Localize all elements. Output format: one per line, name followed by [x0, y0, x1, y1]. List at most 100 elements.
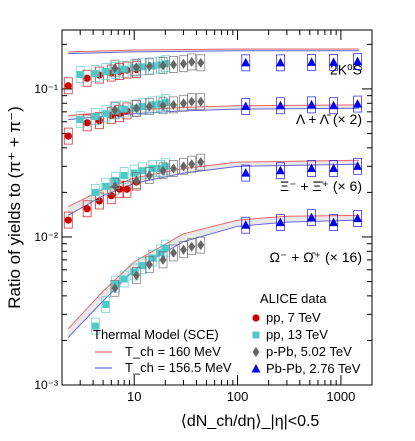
- data-point: [120, 105, 128, 113]
- data-point: [353, 213, 363, 223]
- data-point: [120, 275, 128, 283]
- y-tick-label: 10⁻¹: [34, 82, 58, 96]
- data-point: [138, 262, 146, 270]
- data-point: [157, 100, 165, 108]
- data-point: [353, 56, 363, 66]
- data-point: [148, 165, 156, 173]
- data-point: [197, 157, 205, 168]
- data-point: [111, 181, 119, 192]
- data-point-syst-box: [196, 93, 206, 111]
- data-point: [161, 244, 169, 252]
- data-point: [64, 216, 72, 224]
- data-point: [188, 241, 196, 252]
- data-point-syst-box: [75, 66, 85, 83]
- data-point: [138, 167, 146, 175]
- data-point-syst-box: [144, 256, 154, 274]
- data-point: [111, 105, 119, 116]
- legend-marker: [252, 314, 260, 322]
- model-line-160: [68, 48, 360, 53]
- data-point-syst-box: [169, 96, 178, 114]
- data-point: [197, 96, 205, 107]
- legend-data-entry: pp, 13 TeV: [266, 327, 328, 342]
- data-point-syst-box: [158, 97, 168, 115]
- x-axis-label: ⟨dN_ch/dη⟩_|η|<0.5: [181, 413, 320, 430]
- data-point: [102, 110, 110, 118]
- y-axis-label: Ratio of yields to (π⁺ + π⁻): [5, 106, 24, 309]
- data-point-syst-box: [138, 257, 147, 275]
- data-point: [353, 99, 363, 108]
- data-point-syst-box: [158, 251, 168, 269]
- data-point-syst-box: [110, 279, 120, 297]
- data-point-syst-box: [63, 211, 73, 229]
- data-point: [91, 188, 99, 196]
- data-point: [102, 182, 110, 190]
- data-point-syst-box: [187, 93, 197, 111]
- data-point-syst-box: [353, 95, 362, 113]
- legend-data-entry: pp, 7 TeV: [266, 310, 321, 325]
- data-point: [145, 101, 153, 112]
- data-point: [159, 60, 167, 71]
- data-point-syst-box: [82, 200, 92, 218]
- data-point-syst-box: [329, 214, 339, 232]
- data-point-syst-box: [276, 54, 285, 72]
- data-point-syst-box: [63, 127, 73, 145]
- data-point: [112, 177, 120, 185]
- data-point-syst-box: [110, 101, 120, 119]
- data-point-syst-box: [241, 54, 251, 72]
- legend-marker: [251, 364, 261, 373]
- data-point: [145, 170, 153, 181]
- data-point-syst-box: [122, 180, 132, 198]
- data-point: [112, 280, 120, 288]
- data-point-syst-box: [132, 99, 141, 117]
- data-point-syst-box: [187, 238, 197, 256]
- data-point-syst-box: [132, 172, 141, 190]
- data-point: [329, 217, 339, 227]
- data-point: [91, 70, 99, 78]
- data-point-syst-box: [169, 56, 178, 73]
- data-point-syst-box: [187, 155, 197, 173]
- data-point-syst-box: [63, 77, 73, 95]
- data-point-syst-box: [276, 97, 285, 115]
- data-point: [107, 192, 115, 200]
- data-point-syst-box: [119, 60, 129, 78]
- data-point: [64, 82, 72, 90]
- model-line-160: [67, 214, 360, 330]
- data-point-syst-box: [75, 111, 85, 129]
- data-point-syst-box: [101, 105, 111, 123]
- data-point-syst-box: [111, 102, 120, 120]
- group-label: Ξ⁻ + Ξ̄⁺ (× 6): [280, 178, 362, 194]
- data-point-syst-box: [307, 160, 316, 177]
- data-point: [170, 163, 178, 174]
- data-point: [197, 57, 205, 68]
- data-point-syst-box: [196, 153, 206, 171]
- data-point: [170, 99, 178, 110]
- data-point: [120, 65, 128, 73]
- data-point-syst-box: [307, 54, 316, 71]
- data-point: [83, 205, 91, 213]
- data-point-syst-box: [119, 270, 129, 288]
- data-point: [132, 270, 140, 281]
- data-point: [145, 259, 153, 270]
- data-point-syst-box: [158, 57, 168, 74]
- data-point: [76, 71, 84, 79]
- data-point: [241, 168, 251, 177]
- group-label: Ω⁻ + Ω̄⁺ (× 16): [269, 249, 362, 265]
- data-point: [83, 119, 91, 127]
- data-point-syst-box: [90, 65, 100, 82]
- data-point: [180, 161, 188, 172]
- data-point: [120, 172, 128, 180]
- data-point: [170, 59, 178, 70]
- data-point-syst-box: [241, 216, 251, 234]
- data-point: [138, 63, 146, 71]
- data-point: [180, 98, 188, 109]
- legend-marker: [252, 331, 260, 339]
- data-point: [159, 165, 167, 176]
- x-tick-label: 1000: [326, 389, 355, 404]
- data-point-syst-box: [101, 296, 111, 313]
- data-point-syst-box: [90, 317, 100, 335]
- legend-model-entry: T_ch = 160 MeV: [125, 344, 221, 359]
- data-point: [329, 57, 339, 66]
- data-point: [91, 113, 99, 121]
- data-point: [159, 254, 167, 265]
- data-point-syst-box: [119, 100, 129, 118]
